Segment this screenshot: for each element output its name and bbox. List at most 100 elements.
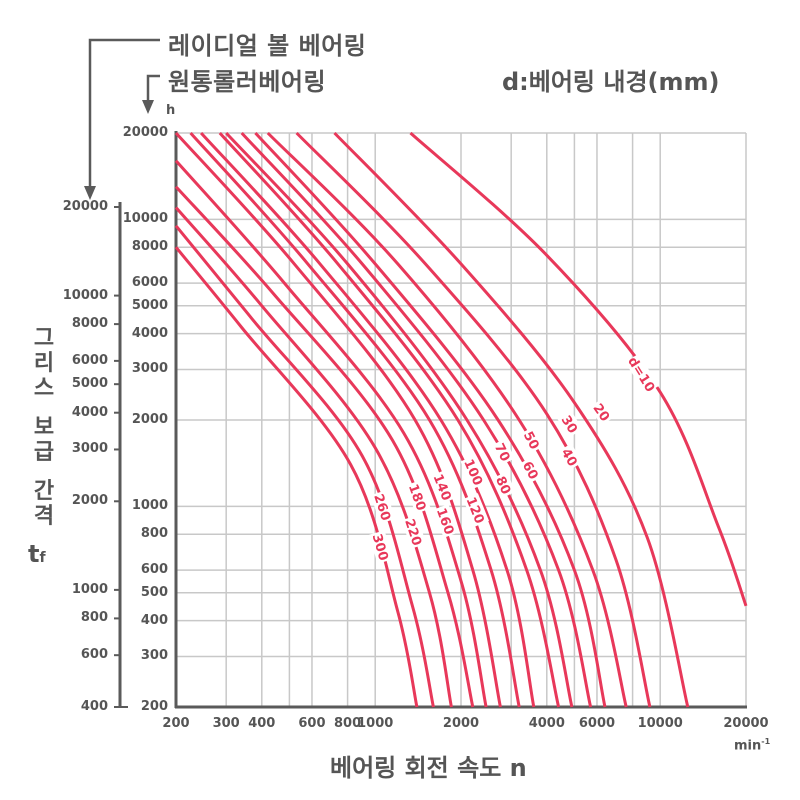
curve-d-40 xyxy=(266,131,628,708)
curve-label: 140 xyxy=(430,470,457,504)
y-inner-tick-label: 1000 xyxy=(131,498,168,514)
curve-label: 100 xyxy=(460,455,488,489)
y-inner-tick-label: 20000 xyxy=(122,125,168,140)
curve-d-60 xyxy=(240,131,593,708)
y-symbol-sub-f: f xyxy=(39,550,46,566)
y-symbol-t: t xyxy=(28,540,40,568)
y-inner-tick-label: 8000 xyxy=(131,239,168,255)
svg-text:70: 70 xyxy=(491,441,512,464)
y-outer-tick-label: 10000 xyxy=(62,287,108,303)
svg-text:30: 30 xyxy=(558,413,580,436)
y-inner-tick-label: 800 xyxy=(140,526,168,542)
curve-label: 70 xyxy=(491,438,516,466)
arrow-head-icon xyxy=(142,100,154,114)
svg-text:180: 180 xyxy=(405,482,428,513)
radial-ball-arrow-line xyxy=(88,38,160,190)
svg-text:120: 120 xyxy=(463,495,487,526)
y-outer-tick-label: 1000 xyxy=(71,581,108,597)
cylindrical-roller-arrow-line xyxy=(146,74,160,104)
svg-text:300: 300 xyxy=(369,532,391,562)
curve-d-140 xyxy=(174,131,502,708)
x-axis-label: 베어링 회전 속도 n xyxy=(330,754,527,782)
x-unit-sup: -1 xyxy=(761,737,771,746)
legend-bore-diameter-note: d:베어링 내경(mm) xyxy=(502,68,720,96)
svg-text:80: 80 xyxy=(492,474,513,497)
curve-d-70 xyxy=(225,131,574,708)
y-inner-tick-label: 500 xyxy=(140,584,168,600)
grid-lines xyxy=(175,132,747,708)
y-outer-tick-label: 600 xyxy=(80,647,108,663)
y-outer-tick-label: 5000 xyxy=(71,376,108,392)
y-label-char: 간 xyxy=(33,479,55,504)
y-outer-tick-label: 400 xyxy=(80,699,108,714)
x-unit-text: min xyxy=(734,738,762,754)
curve-d-20 xyxy=(333,131,690,708)
y-outer-tick-label: 4000 xyxy=(71,404,108,420)
y-inner-unit-label: h xyxy=(166,103,176,118)
curve-d-120 xyxy=(189,131,521,708)
y-inner-tick-label: 10000 xyxy=(122,211,168,227)
y-outer-tick-label: 6000 xyxy=(71,352,108,368)
curve-label: 300 xyxy=(369,530,393,564)
curve-d-180 xyxy=(174,185,475,708)
bearing-type-arrows xyxy=(84,38,160,200)
x-tick-label: 800 xyxy=(334,716,362,731)
curve-d-260 xyxy=(174,224,435,708)
y-axis-symbol: tf xyxy=(28,540,46,568)
x-tick-label: 20000 xyxy=(723,716,769,731)
y-inner-tick-label: 200 xyxy=(140,699,168,714)
curve-label: 180 xyxy=(405,480,431,514)
y-inner-tick-label: 4000 xyxy=(131,325,168,341)
x-tick-label: 6000 xyxy=(578,716,616,731)
curve-d-80 xyxy=(218,131,561,708)
curve-d-50 xyxy=(254,131,607,708)
y-label-char: 보 xyxy=(33,415,55,440)
svg-text:20: 20 xyxy=(589,401,612,424)
y-inner-tick-label: 2000 xyxy=(131,412,168,427)
y-outer-tick-label: 8000 xyxy=(71,316,108,332)
svg-text:220: 220 xyxy=(401,517,424,547)
x-tick-label: 200 xyxy=(162,716,190,731)
y-label-char: 리 xyxy=(33,351,55,376)
x-tick-label: 10000 xyxy=(637,716,683,731)
title-cylindrical-roller-bearing: 원통롤러베어링 xyxy=(168,68,327,96)
curve-label: 50 xyxy=(519,426,545,454)
y-outer-tick-label: 3000 xyxy=(71,441,108,457)
svg-text:160: 160 xyxy=(433,506,456,537)
y-outer-tick-label: 2000 xyxy=(71,493,108,509)
curve-label: 20 xyxy=(589,398,615,426)
y-outer-tick-label: 800 xyxy=(80,610,108,626)
x-tick-label: 2000 xyxy=(442,716,480,731)
y-label-char: 스 xyxy=(33,376,55,401)
svg-text:d=10: d=10 xyxy=(624,355,657,395)
y-label-char: 그 xyxy=(33,326,55,351)
x-tick-label: 1000 xyxy=(357,716,394,731)
y-inner-tick-label: 3000 xyxy=(131,361,168,377)
y-inner-tick-label: 6000 xyxy=(131,275,168,291)
curve-label: d=10 xyxy=(624,353,659,395)
bore-diameter-curves xyxy=(174,131,748,708)
x-axis-unit: min-1 xyxy=(734,737,770,753)
y-inner-tick-label: 5000 xyxy=(131,297,168,313)
title-radial-ball-bearing: 레이디얼 볼 베어링 xyxy=(168,32,367,60)
y-label-char: 급 xyxy=(33,440,55,465)
curve-label: 80 xyxy=(492,471,516,499)
y-outer-tick-label: 20000 xyxy=(62,199,108,214)
curve-d-30 xyxy=(295,131,652,708)
curve-label: 220 xyxy=(401,515,427,549)
y-inner-tick-label: 400 xyxy=(140,612,168,628)
x-tick-label: 400 xyxy=(248,716,276,731)
curve-d-160 xyxy=(174,159,488,708)
y-inner-tick-label: 600 xyxy=(140,562,168,578)
curve-d-100 xyxy=(199,131,536,708)
curve-d-220 xyxy=(174,206,453,708)
curve-d-300 xyxy=(174,246,419,708)
x-tick-label: 4000 xyxy=(528,716,565,731)
arrow-head-icon xyxy=(84,186,96,200)
x-tick-label: 600 xyxy=(298,716,326,731)
y-label-char: 격 xyxy=(33,504,55,529)
y-inner-tick-label: 300 xyxy=(140,648,168,664)
x-tick-label: 300 xyxy=(212,716,240,731)
